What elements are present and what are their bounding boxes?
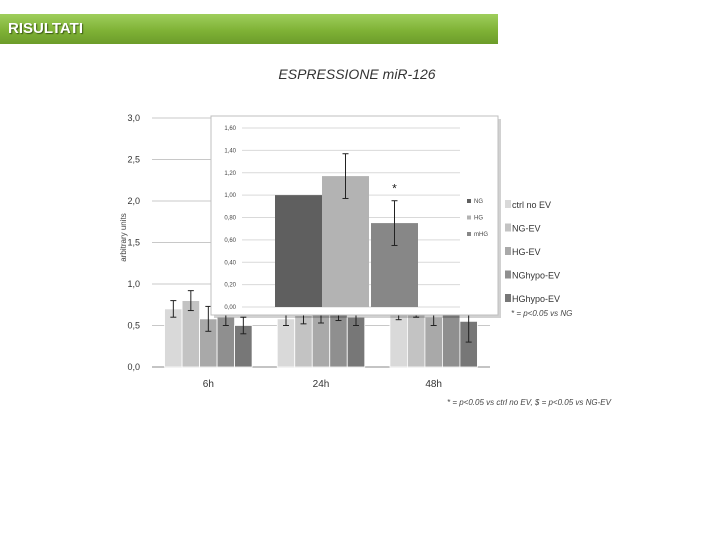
inset-significance-marker: * <box>392 182 397 196</box>
main-y-tick-label: 1,0 <box>127 279 140 289</box>
main-legend-swatch <box>505 270 511 279</box>
inset-y-tick-label: 1,60 <box>224 126 236 132</box>
inset-y-tick-label: 1,40 <box>224 148 236 154</box>
main-y-tick-label: 2,5 <box>127 155 140 165</box>
main-y-tick-label: 0,5 <box>127 321 140 331</box>
inset-y-tick-label: 0,80 <box>224 216 236 222</box>
main-legend-label: NG-EV <box>512 224 541 234</box>
main-significance-note: * = p<0.05 vs ctrl no EV, $ = p<0.05 vs … <box>447 398 611 407</box>
main-bar <box>389 311 408 368</box>
main-legend-swatch <box>505 200 511 208</box>
slide-title-text: ESPRESSIONE miR-126 <box>278 66 436 82</box>
main-y-tick-label: 0,0 <box>127 362 140 372</box>
inset-y-tick-label: 0,40 <box>224 260 236 266</box>
main-legend-swatch <box>505 223 511 232</box>
main-legend-swatch <box>505 247 511 255</box>
main-y-tick-label: 3,0 <box>127 113 140 123</box>
inset-y-tick-label: 0,00 <box>224 305 236 311</box>
slide-title: ESPRESSIONE miR-126 <box>0 66 720 82</box>
inset-legend-swatch <box>467 232 471 236</box>
main-x-tick-label: 24h <box>313 379 330 390</box>
main-x-tick-label: 6h <box>203 379 214 390</box>
inset-legend-swatch <box>467 199 471 203</box>
inset-y-tick-label: 1,20 <box>224 171 236 177</box>
main-legend-label: NGhypo-EV <box>512 271 560 281</box>
main-legend-swatch <box>505 294 511 302</box>
main-x-tick-label: 48h <box>425 379 442 390</box>
main-legend-label: HG-EV <box>512 247 541 257</box>
inset-bar <box>275 195 322 307</box>
inset-y-tick-label: 0,20 <box>224 283 236 289</box>
inset-legend-swatch <box>467 215 471 220</box>
inset-legend-label: mHG <box>474 232 488 238</box>
main-y-tick-label: 2,0 <box>127 196 140 206</box>
main-legend-label: HGhypo-EV <box>512 294 560 304</box>
main-y-tick-label: 1,5 <box>127 238 140 248</box>
header-title: RISULTATI <box>8 20 83 37</box>
inset-y-tick-label: 1,00 <box>224 193 236 199</box>
inset-y-tick-label: 0,60 <box>224 238 236 244</box>
inset-chart: 0,00 0,20 0,40 0,60 0,80 1,00 1,20 1,40 1,60 * NG H… <box>210 115 501 318</box>
inset-legend-label: NG <box>474 199 483 205</box>
inset-significance-note: * = p<0.05 vs NG <box>511 309 573 318</box>
header-bar: RISULTATI <box>0 14 498 44</box>
main-bar <box>276 318 296 368</box>
main-legend-label: ctrl no EV <box>512 200 551 210</box>
main-y-axis-label: arbitrary units <box>119 213 128 261</box>
inset-legend-label: HG <box>474 216 483 222</box>
